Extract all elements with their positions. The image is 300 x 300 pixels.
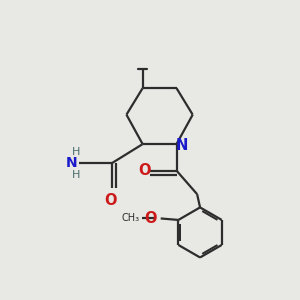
Text: H: H bbox=[72, 170, 81, 180]
Text: H: H bbox=[72, 147, 81, 157]
Text: N: N bbox=[176, 138, 188, 153]
Text: O: O bbox=[145, 211, 157, 226]
Text: O: O bbox=[104, 193, 116, 208]
Text: CH₃: CH₃ bbox=[122, 213, 140, 223]
Text: N: N bbox=[66, 156, 78, 170]
Text: O: O bbox=[139, 163, 151, 178]
